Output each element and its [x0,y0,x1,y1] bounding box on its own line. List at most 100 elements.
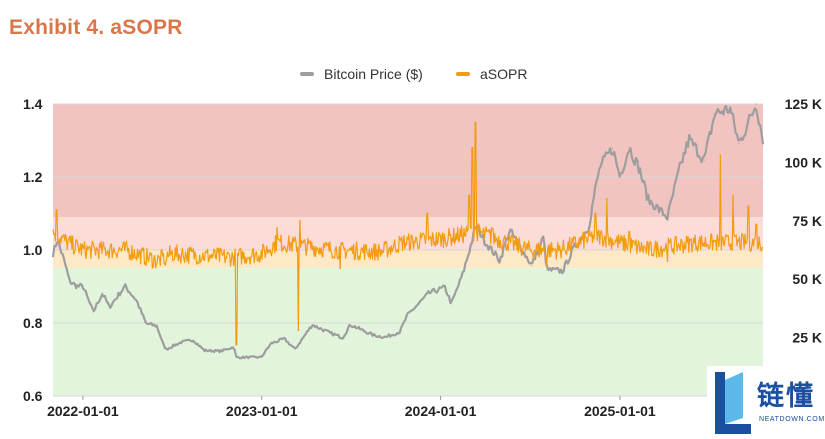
price-point-37 [475,224,477,227]
price-point-22 [270,342,272,345]
asopr-spike-point-12 [491,227,493,230]
legend-label-asopr: aSOPR [480,66,528,82]
zone-band-0 [53,104,763,218]
zone-band-3 [53,268,763,396]
legend-swatch-price [300,72,314,76]
watermark-english-text: NEATDOWN.COM [759,416,825,423]
asopr-spike-point-9 [468,194,470,197]
asopr-spike-point-20 [747,205,750,208]
price-point-56 [688,138,690,140]
price-point-49 [611,147,614,149]
price-point-33 [428,292,430,294]
price-point-57 [703,159,705,161]
asopr-spike-point-15 [605,198,608,200]
price-point-8 [108,306,110,308]
asopr-spike-point-17 [666,260,669,262]
price-point-26 [329,332,331,334]
x-tick-3: 2025-01-01 [584,403,656,419]
price-point-41 [531,264,533,266]
price-point-21 [260,356,262,358]
price-point-38 [484,241,486,243]
price-point-23 [283,338,285,340]
asopr-spike-point-0 [55,208,58,211]
price-point-20 [235,356,237,359]
y-left-tick-1: 0.8 [23,315,43,331]
price-point-62 [755,103,757,105]
price-point-5 [82,285,84,287]
y-left-tick-2: 1.0 [23,242,43,258]
asopr-spike-point-13 [546,263,548,266]
price-point-50 [619,175,621,178]
asopr-spike-point-1 [164,263,167,266]
price-point-30 [385,336,387,338]
price-point-28 [349,324,352,326]
price-point-36 [462,273,464,276]
series-line-asopr [52,121,764,346]
asopr-spike-point-8 [426,212,429,215]
price-point-47 [594,187,597,189]
y-right-tick-4: 125 K [785,96,822,112]
price-point-11 [145,322,147,325]
price-point-7 [101,292,104,294]
y-right-tick-3: 100 K [785,154,822,170]
price-point-10 [135,299,137,301]
y-left-tick-0: 0.6 [23,388,43,404]
price-point-2 [64,262,66,264]
series-line-price [51,104,765,360]
price-point-4 [76,285,78,287]
price-point-35 [450,303,452,305]
price-point-18 [220,350,222,352]
watermark-chinese-text: 链懂 [757,381,815,412]
legend-swatch-asopr [456,72,470,76]
price-point-59 [729,108,731,110]
price-point-51 [628,146,630,148]
price-point-6 [92,311,94,313]
price-point-17 [203,349,206,352]
price-point-42 [542,236,545,238]
price-point-46 [587,227,590,229]
x-tick-1: 2023-01-01 [226,403,298,419]
price-point-24 [294,348,296,350]
watermark: 链懂 NEATDOWN.COM [707,366,825,439]
price-point-55 [678,171,680,173]
asopr-spike-point-11 [474,121,477,124]
asopr-spike-point-2 [179,256,181,259]
price-point-32 [406,314,408,317]
price-point-48 [599,165,601,167]
price-point-14 [165,348,167,350]
asopr-spike-point-21 [755,223,758,226]
price-point-9 [124,285,126,287]
legend-item-asopr[interactable]: aSOPR [456,66,527,82]
price-point-54 [666,216,669,218]
price-point-45 [574,245,576,248]
legend-item-price[interactable]: Bitcoin Price ($) [300,66,423,82]
price-point-19 [233,346,235,348]
y-right-tick-0: 25 K [792,330,822,346]
price-point-13 [162,344,164,346]
x-tick-2: 2024-01-01 [405,403,477,419]
price-point-44 [561,270,564,272]
price-point-63 [762,138,764,140]
asopr-spike-point-6 [299,219,301,222]
price-point-52 [638,168,641,171]
price-point-60 [738,143,740,145]
asopr-spike-point-18 [719,154,722,157]
price-point-58 [714,112,716,114]
y-right-tick-1: 50 K [792,271,822,287]
y-right-tick-2: 75 K [792,213,822,229]
price-point-40 [509,229,511,231]
price-point-1 [56,238,59,241]
asopr-spike-point-16 [628,230,631,233]
price-point-0 [52,252,54,255]
price-point-31 [399,331,401,333]
asopr-spike-point-14 [594,212,597,215]
asopr-spike-point-5 [297,329,300,332]
price-point-34 [444,286,446,288]
price-point-29 [372,334,375,336]
asopr-spike-point-4 [276,227,278,230]
asopr-spike-point-10 [471,146,474,149]
price-point-15 [180,341,182,343]
y-left-tick-4: 1.4 [23,96,43,112]
asopr-spike-point-19 [732,194,735,197]
